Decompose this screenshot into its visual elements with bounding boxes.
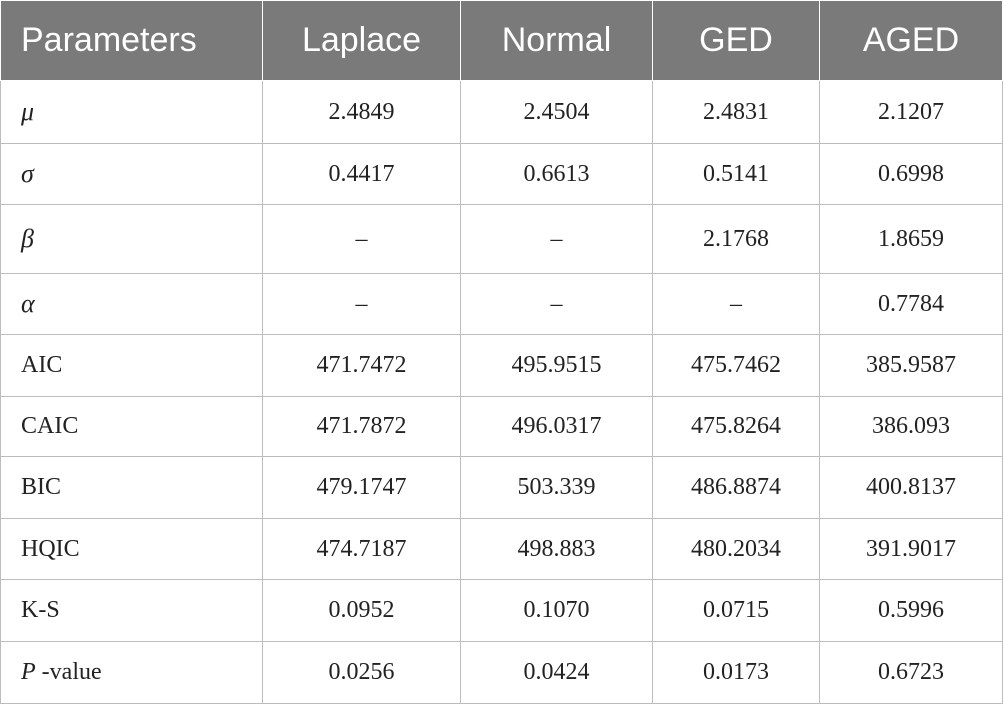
cell-laplace: 471.7472 <box>262 334 461 397</box>
cell-laplace: 0.4417 <box>262 143 461 205</box>
row-label: CAIC <box>0 396 263 457</box>
parameters-table: Parameters Laplace Normal GED AGED μ 2.4… <box>0 0 1003 704</box>
header-aged: AGED <box>819 0 1003 81</box>
cell-laplace: – <box>262 204 461 274</box>
cell-normal: 0.0424 <box>460 641 653 704</box>
cell-aged: 400.8137 <box>819 456 1003 519</box>
cell-laplace: 0.0256 <box>262 641 461 704</box>
cell-normal: 503.339 <box>460 456 653 519</box>
table-row-caic: CAIC 471.7872 496.0317 475.8264 386.093 <box>0 396 1003 457</box>
cell-normal: 496.0317 <box>460 396 653 457</box>
row-label: σ <box>0 143 263 205</box>
cell-normal: 2.4504 <box>460 80 653 144</box>
cell-normal: – <box>460 273 653 335</box>
table-row-hqic: HQIC 474.7187 498.883 480.2034 391.9017 <box>0 518 1003 580</box>
sigma-symbol: σ <box>21 159 34 188</box>
row-label: α <box>0 273 263 335</box>
cell-laplace: 2.4849 <box>262 80 461 144</box>
cell-ged: 480.2034 <box>652 518 820 580</box>
cell-aged: 385.9587 <box>819 334 1003 397</box>
cell-aged: 391.9017 <box>819 518 1003 580</box>
cell-laplace: 474.7187 <box>262 518 461 580</box>
cell-normal: 498.883 <box>460 518 653 580</box>
row-label: HQIC <box>0 518 263 580</box>
cell-aged: 1.8659 <box>819 204 1003 274</box>
cell-laplace: 471.7872 <box>262 396 461 457</box>
table-row-beta: β – – 2.1768 1.8659 <box>0 204 1003 274</box>
header-ged: GED <box>652 0 820 81</box>
cell-normal: 0.1070 <box>460 579 653 642</box>
row-label: μ <box>0 80 263 144</box>
cell-ged: 0.0173 <box>652 641 820 704</box>
table-row-p-value: P -value 0.0256 0.0424 0.0173 0.6723 <box>0 641 1003 704</box>
row-label: β <box>0 204 263 274</box>
cell-laplace: 479.1747 <box>262 456 461 519</box>
table-row-ks: K-S 0.0952 0.1070 0.0715 0.5996 <box>0 579 1003 642</box>
cell-ged: 2.4831 <box>652 80 820 144</box>
row-label: K-S <box>0 579 263 642</box>
cell-aged: 386.093 <box>819 396 1003 457</box>
header-parameters: Parameters <box>0 0 263 81</box>
header-laplace: Laplace <box>262 0 461 81</box>
table-row-bic: BIC 479.1747 503.339 486.8874 400.8137 <box>0 456 1003 519</box>
cell-ged: 475.8264 <box>652 396 820 457</box>
table-row-alpha: α – – – 0.7784 <box>0 273 1003 335</box>
mu-symbol: μ <box>21 97 35 126</box>
cell-ged: 0.5141 <box>652 143 820 205</box>
cell-ged: – <box>652 273 820 335</box>
cell-normal: 0.6613 <box>460 143 653 205</box>
cell-aged: 2.1207 <box>819 80 1003 144</box>
cell-ged: 475.7462 <box>652 334 820 397</box>
cell-ged: 0.0715 <box>652 579 820 642</box>
beta-symbol: β <box>21 224 34 253</box>
alpha-symbol: α <box>21 289 35 318</box>
cell-aged: 0.6723 <box>819 641 1003 704</box>
cell-ged: 2.1768 <box>652 204 820 274</box>
cell-normal: – <box>460 204 653 274</box>
cell-laplace: – <box>262 273 461 335</box>
header-normal: Normal <box>460 0 653 81</box>
header-row: Parameters Laplace Normal GED AGED <box>0 0 1003 81</box>
p-value-suffix: -value <box>35 659 102 685</box>
cell-ged: 486.8874 <box>652 456 820 519</box>
cell-aged: 0.5996 <box>819 579 1003 642</box>
table-row-aic: AIC 471.7472 495.9515 475.7462 385.9587 <box>0 334 1003 397</box>
cell-normal: 495.9515 <box>460 334 653 397</box>
p-symbol: P <box>21 659 36 685</box>
table-header: Parameters Laplace Normal GED AGED <box>0 0 1003 81</box>
table-row-mu: μ 2.4849 2.4504 2.4831 2.1207 <box>0 80 1003 144</box>
cell-laplace: 0.0952 <box>262 579 461 642</box>
table-body: μ 2.4849 2.4504 2.4831 2.1207 σ 0.4417 0… <box>0 80 1003 704</box>
row-label: AIC <box>0 334 263 397</box>
table-row-sigma: σ 0.4417 0.6613 0.5141 0.6998 <box>0 143 1003 205</box>
cell-aged: 0.6998 <box>819 143 1003 205</box>
cell-aged: 0.7784 <box>819 273 1003 335</box>
row-label: P -value <box>0 641 263 704</box>
row-label: BIC <box>0 456 263 519</box>
